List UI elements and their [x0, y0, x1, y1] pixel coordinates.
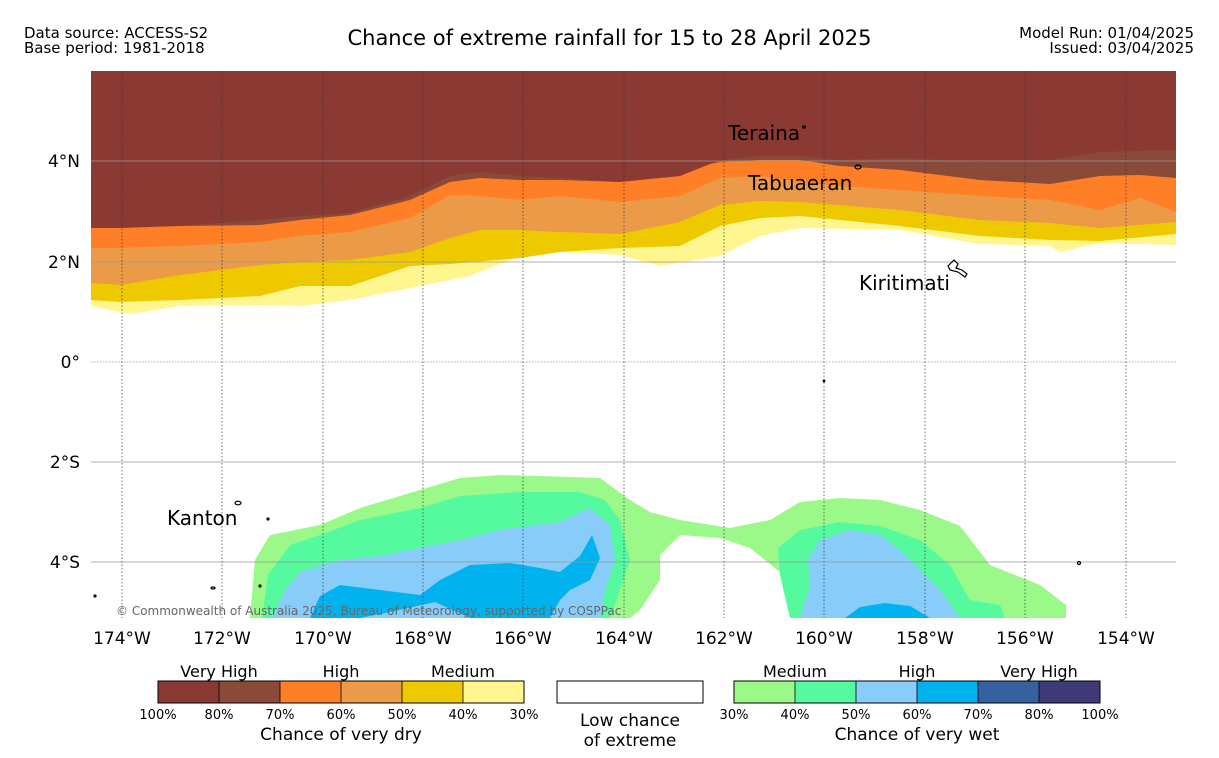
dry-tick-60: 60% — [327, 708, 356, 723]
place-label-teraina: Teraina — [727, 121, 800, 145]
dry-swatch-2 — [219, 681, 280, 703]
wet-tick-60: 60% — [903, 708, 932, 723]
wet-60-right-blob — [845, 603, 930, 618]
islet-5 — [822, 379, 826, 383]
dry-80-band — [91, 71, 1176, 228]
islet-2 — [210, 586, 216, 590]
lon-label-162w: 162°W — [695, 629, 753, 649]
wet-group-medium: Medium — [763, 662, 827, 681]
dry-tick-80: 80% — [205, 708, 234, 723]
dry-colorbar — [157, 680, 525, 704]
islet-6 — [1076, 560, 1082, 566]
dry-swatch-6 — [463, 681, 524, 703]
longitude-gridlines — [121, 71, 1127, 618]
wet-swatch-6 — [1039, 681, 1100, 703]
dry-tick-70: 70% — [266, 708, 295, 723]
wet-colorbar-label: Chance of very wet — [835, 725, 1000, 745]
issued-text: Issued: 03/04/2025 — [1049, 39, 1194, 57]
dry-tick-50: 50% — [388, 708, 417, 723]
latitude-gridlines — [91, 160, 1176, 563]
dry-swatch-1 — [158, 681, 219, 703]
low-chance-swatch — [556, 680, 704, 704]
dry-swatch-5 — [402, 681, 463, 703]
lon-label-170w: 170°W — [294, 629, 352, 649]
wet-group-very-high: Very High — [1000, 662, 1077, 681]
dry-colorbar-label: Chance of very dry — [260, 725, 422, 745]
place-label-kiritimati: Kiritimati — [859, 271, 950, 295]
wet-50-right-blob — [800, 530, 960, 618]
lon-label-154w: 154°W — [1097, 629, 1155, 649]
dry-tick-30: 30% — [510, 708, 539, 723]
islet-3 — [258, 584, 262, 588]
dry-group-very-high: Very High — [180, 662, 257, 681]
lon-label-174w: 174°W — [93, 629, 151, 649]
tabuaeran-island — [854, 164, 862, 170]
page-title: Chance of extreme rainfall for 15 to 28 … — [347, 26, 872, 50]
lat-label-4n: 4°N — [48, 152, 80, 172]
teraina-island — [801, 125, 807, 129]
wet-tick-100: 100% — [1081, 708, 1118, 723]
wet-colorbar — [733, 680, 1101, 704]
base-period-text: Base period: 1981-2018 — [24, 39, 205, 57]
place-label-kanton: Kanton — [167, 506, 237, 530]
island-outlines — [93, 125, 1082, 598]
wet-tick-30: 30% — [720, 708, 749, 723]
wet-swatch-4 — [917, 681, 978, 703]
low-chance-label-line2: of extreme — [584, 731, 677, 751]
lat-label-0: 0° — [61, 353, 80, 373]
dry-swatch-4 — [341, 681, 402, 703]
wet-swatch-1 — [734, 681, 795, 703]
dry-group-medium: Medium — [431, 662, 495, 681]
lat-label-4s: 4°S — [50, 553, 80, 573]
place-label-tabuaeran: Tabuaeran — [747, 171, 852, 195]
wet-tick-40: 40% — [781, 708, 810, 723]
model-run-text: Model Run: 01/04/2025 — [1019, 24, 1194, 42]
wet-tick-50: 50% — [842, 708, 871, 723]
dry-tick-40: 40% — [449, 708, 478, 723]
lon-label-172w: 172°W — [193, 629, 251, 649]
copyright-text: © Commonwealth of Australia 2025, Bureau… — [116, 604, 621, 618]
islet-1 — [266, 517, 270, 521]
dry-swatch-3 — [280, 681, 341, 703]
lon-label-158w: 158°W — [896, 629, 954, 649]
islet-4 — [93, 594, 97, 598]
lon-label-168w: 168°W — [394, 629, 452, 649]
lon-label-166w: 166°W — [494, 629, 552, 649]
wet-group-high: High — [899, 662, 936, 681]
wet-tick-80: 80% — [1025, 708, 1054, 723]
wet-swatch-3 — [856, 681, 917, 703]
wet-swatch-5 — [978, 681, 1039, 703]
wet-tick-70: 70% — [964, 708, 993, 723]
kiritimati-island — [947, 259, 968, 278]
wet-60-left-blob — [310, 535, 600, 618]
data-source-text: Data source: ACCESS-S2 — [24, 24, 209, 42]
wet-swatch-2 — [795, 681, 856, 703]
low-chance-label-line1: Low chance — [580, 711, 680, 731]
kanton-island — [234, 500, 242, 506]
lat-label-2s: 2°S — [50, 453, 80, 473]
lon-label-160w: 160°W — [795, 629, 853, 649]
map-plot-area — [91, 71, 1176, 618]
lon-label-156w: 156°W — [996, 629, 1054, 649]
dry-group-high: High — [323, 662, 360, 681]
dry-tick-100: 100% — [139, 708, 176, 723]
lat-label-2n: 2°N — [48, 253, 80, 273]
lon-label-164w: 164°W — [595, 629, 653, 649]
